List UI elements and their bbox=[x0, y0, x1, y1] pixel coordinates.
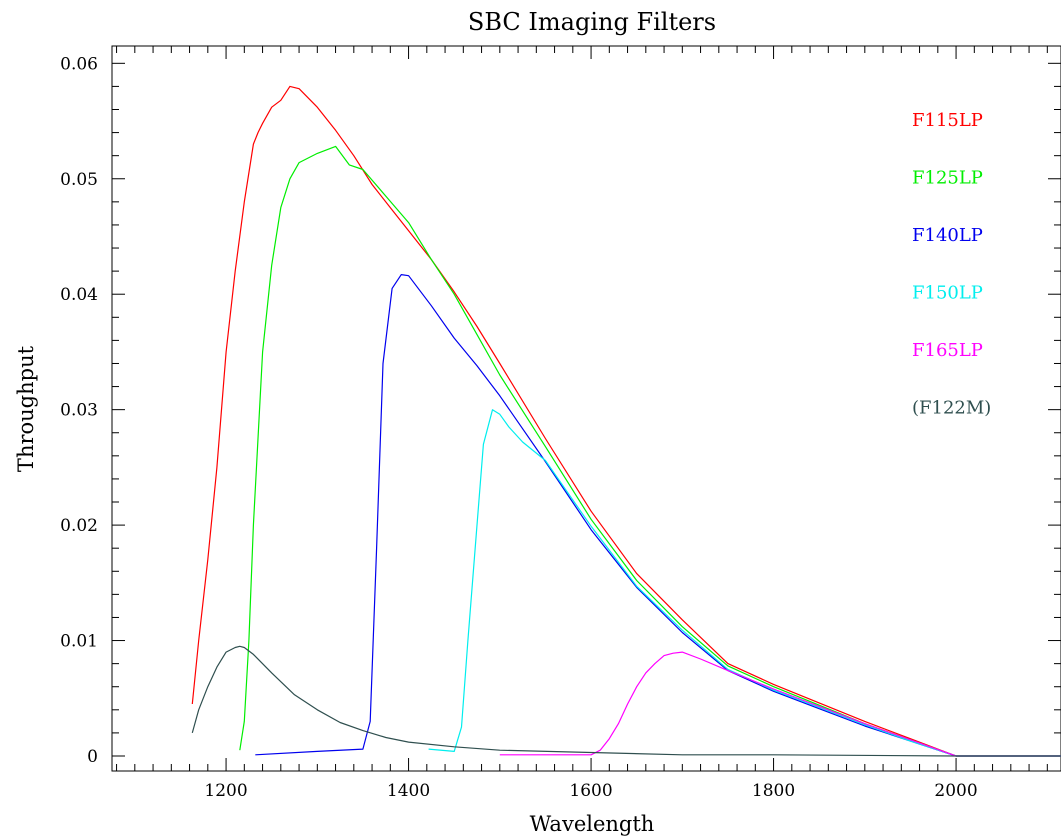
legend-item: F150LP bbox=[912, 283, 983, 304]
x-axis-ticks: 1200 1400 1600 1800 2000 bbox=[116, 46, 1048, 801]
legend-item: F115LP bbox=[912, 110, 983, 131]
legend-item: F140LP bbox=[912, 225, 983, 246]
y-axis-label: Throughput bbox=[14, 345, 38, 472]
legend-item: F125LP bbox=[912, 168, 983, 189]
plot-frame bbox=[111, 45, 1061, 772]
legend-item: (F122M) bbox=[912, 398, 991, 419]
x-tick-label: 1400 bbox=[387, 781, 430, 801]
series-line bbox=[191, 85, 1061, 757]
series-lines bbox=[191, 85, 1061, 757]
y-tick-label: 0.02 bbox=[60, 516, 98, 536]
legend-item: F165LP bbox=[912, 340, 983, 361]
x-tick-label: 2000 bbox=[934, 781, 977, 801]
x-tick-label: 1600 bbox=[569, 781, 612, 801]
series-line bbox=[239, 145, 1061, 757]
y-tick-label: 0.01 bbox=[60, 632, 98, 652]
y-tick-label: 0.03 bbox=[60, 401, 98, 421]
series-line bbox=[499, 651, 1061, 757]
x-tick-label: 1800 bbox=[752, 781, 795, 801]
y-tick-label: 0.05 bbox=[60, 170, 98, 190]
y-tick-label: 0 bbox=[87, 747, 98, 767]
series-line bbox=[255, 274, 1061, 757]
x-tick-label: 1200 bbox=[204, 781, 247, 801]
y-axis-ticks: 0 0.01 0.02 0.03 0.04 0.05 0.06 bbox=[60, 54, 1061, 767]
plot-border bbox=[111, 45, 1061, 772]
chart-title: SBC Imaging Filters bbox=[468, 8, 716, 36]
y-tick-label: 0.04 bbox=[60, 285, 98, 305]
x-axis-label: Wavelength bbox=[530, 812, 655, 836]
series-line bbox=[191, 645, 1061, 757]
legend: F115LP F125LP F140LP F150LP F165LP (F122M) bbox=[912, 110, 991, 419]
series-line bbox=[428, 409, 1061, 757]
y-tick-label: 0.06 bbox=[60, 54, 98, 74]
